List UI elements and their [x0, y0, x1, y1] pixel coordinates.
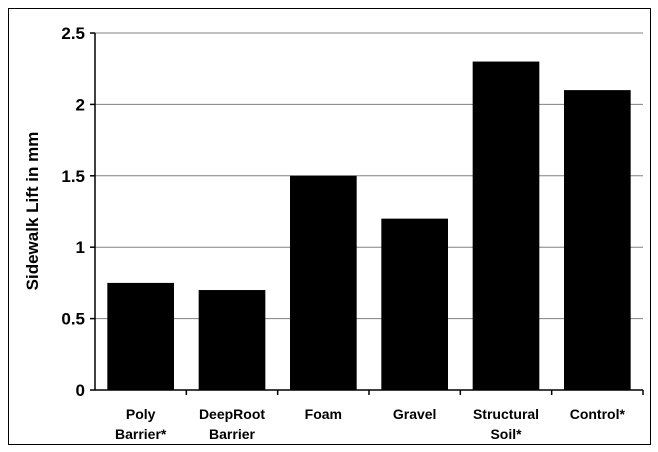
- x-category-label: DeepRoot Barrier: [199, 406, 265, 442]
- x-category-label-line: Poly: [126, 406, 156, 422]
- y-tick-label: 2: [76, 95, 85, 114]
- x-category-labels: Poly Barrier* DeepRoot Barrier Foam Gravel Str…: [115, 390, 644, 442]
- x-category-label-line: Gravel: [393, 406, 437, 422]
- y-tick-labels: 0 0.5 1 1.5 2 2.5: [61, 24, 95, 400]
- x-category-label-line: Structural: [473, 406, 539, 422]
- x-category-label-line: Foam: [305, 406, 342, 422]
- x-category-label: Poly Barrier*: [115, 406, 167, 442]
- y-tick-label: 1.5: [61, 167, 85, 186]
- x-category-label: Foam: [305, 406, 342, 422]
- bar: [381, 218, 449, 390]
- y-tick-label: 0: [76, 381, 85, 400]
- x-category-label-line: Control*: [570, 406, 626, 422]
- x-category-label-line: DeepRoot: [199, 406, 265, 422]
- x-category-label: Gravel: [393, 406, 437, 422]
- axes: [94, 33, 643, 391]
- y-axis-title: Sidewalk Lift in mm: [23, 132, 42, 291]
- chart-frame: [8, 8, 651, 445]
- y-tick-label: 2.5: [61, 24, 85, 43]
- y-tick-label: 1: [76, 238, 85, 257]
- y-tick-label: 0.5: [61, 310, 85, 329]
- gridlines: [95, 32, 643, 320]
- bar: [198, 290, 266, 390]
- x-category-label-line: Barrier: [209, 426, 255, 442]
- x-category-label-line: Soil*: [490, 426, 522, 442]
- bar: [563, 90, 631, 391]
- x-category-label: Control*: [570, 406, 626, 422]
- x-category-label-line: Barrier*: [115, 426, 167, 442]
- bars: [107, 61, 631, 391]
- bar: [472, 61, 540, 391]
- x-category-label: Structural Soil*: [473, 406, 539, 442]
- bar: [107, 282, 175, 390]
- bar: [289, 175, 357, 390]
